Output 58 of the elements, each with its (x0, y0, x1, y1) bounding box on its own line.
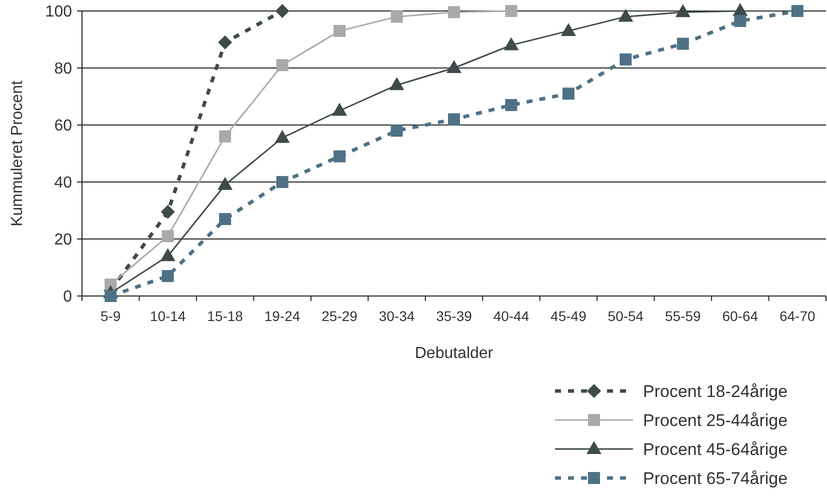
y-tick-label: 60 (54, 118, 72, 135)
x-tick-label: 40-44 (493, 308, 530, 324)
point (446, 60, 462, 73)
point (504, 37, 519, 50)
point (505, 5, 518, 17)
point (675, 4, 690, 18)
x-axis-title: Debutalder (414, 345, 494, 362)
point (274, 130, 290, 143)
point (618, 8, 634, 22)
y-tick-label: 20 (54, 232, 72, 249)
point (390, 124, 403, 137)
point (332, 102, 348, 116)
point (276, 176, 288, 188)
x-tick-label: 10-14 (150, 308, 186, 324)
point (560, 22, 576, 36)
point (334, 150, 346, 162)
x-tick-label: 5-9 (100, 308, 121, 324)
point (160, 248, 176, 262)
legend-label: Procent 65-74årige (643, 468, 788, 488)
point (676, 38, 689, 50)
point (448, 113, 460, 126)
x-tick-label: 55-59 (665, 308, 702, 324)
legend-label: Procent 25-44årige (643, 410, 788, 430)
x-tick-label: 30-34 (378, 308, 415, 324)
x-tick-label: 60-64 (722, 308, 758, 324)
point (276, 59, 288, 72)
point (505, 99, 518, 112)
point (562, 88, 574, 100)
y-tick-label: 100 (45, 4, 72, 21)
x-tick-label: 25-29 (322, 308, 358, 324)
point (390, 10, 403, 23)
point (219, 213, 232, 226)
point (218, 176, 233, 190)
point (162, 230, 174, 242)
point (334, 24, 346, 37)
y-tick-label: 0 (63, 288, 72, 306)
x-tick-label: 15-18 (207, 308, 244, 324)
legend-label: Procent 18-24årige (643, 382, 788, 401)
point (162, 270, 174, 282)
x-tick-label: 64-70 (779, 308, 816, 324)
x-tick-label: 19-24 (264, 308, 300, 324)
point (389, 77, 404, 90)
y-tick-label: 40 (54, 174, 72, 192)
y-axis-title: Kummuleret Procent (9, 80, 26, 226)
point (620, 53, 632, 66)
y-tick-label: 80 (54, 60, 72, 78)
point (218, 35, 232, 50)
point (160, 204, 175, 219)
point (734, 14, 746, 27)
legend-label: Procent 45-64årige (643, 440, 788, 459)
x-tick-label: 50-54 (608, 308, 644, 324)
point (791, 5, 804, 17)
point (275, 4, 290, 18)
x-tick-label: 45-49 (550, 308, 587, 324)
point (219, 130, 232, 142)
point (448, 6, 460, 18)
point (104, 290, 117, 302)
x-tick-label: 35-39 (436, 308, 472, 324)
